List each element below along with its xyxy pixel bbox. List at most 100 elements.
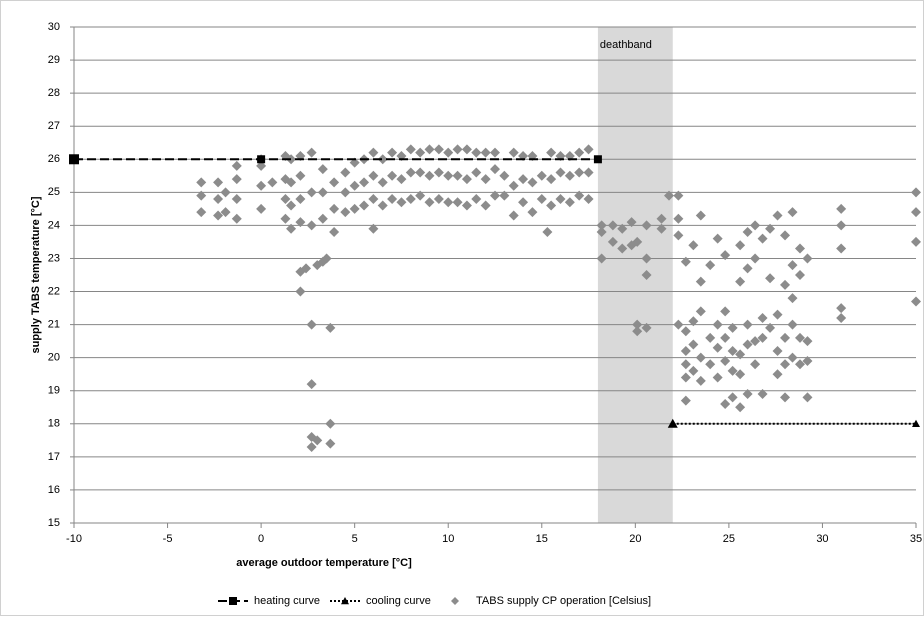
marker	[213, 193, 224, 204]
marker	[452, 170, 463, 181]
marker	[794, 243, 805, 254]
marker	[377, 200, 388, 211]
legend-label: heating curve	[254, 595, 320, 607]
marker	[306, 220, 317, 231]
marker	[787, 260, 798, 271]
marker	[368, 147, 379, 158]
y-tick-label: 29	[48, 54, 60, 66]
marker	[312, 435, 323, 446]
marker	[705, 359, 716, 370]
marker	[912, 419, 920, 427]
y-tick-label: 16	[48, 484, 60, 496]
marker	[424, 144, 435, 155]
marker	[424, 170, 435, 181]
band-label: deathband	[600, 39, 652, 51]
marker	[461, 200, 472, 211]
marker	[256, 180, 267, 191]
marker	[306, 441, 317, 452]
marker	[295, 286, 306, 297]
y-tick-label: 21	[48, 319, 60, 331]
marker	[536, 170, 547, 181]
marker	[267, 177, 278, 188]
marker	[802, 392, 813, 403]
marker	[546, 200, 557, 211]
y-tick-label: 25	[48, 186, 60, 198]
marker	[632, 236, 643, 247]
marker	[772, 210, 783, 221]
marker	[742, 263, 753, 274]
y-tick-label: 24	[48, 219, 60, 231]
marker	[794, 332, 805, 343]
marker	[306, 147, 317, 158]
x-tick-label: 0	[258, 533, 264, 545]
marker	[695, 276, 706, 287]
marker	[329, 177, 340, 188]
marker	[301, 263, 312, 274]
marker	[452, 197, 463, 208]
marker	[508, 210, 519, 221]
marker	[480, 174, 491, 185]
marker	[499, 170, 510, 181]
marker	[780, 359, 791, 370]
marker	[836, 312, 847, 323]
marker	[757, 312, 768, 323]
marker	[720, 332, 731, 343]
marker	[802, 253, 813, 264]
marker	[415, 167, 426, 178]
marker	[607, 220, 618, 231]
marker	[836, 303, 847, 314]
legend-label: TABS supply CP operation [Celsius]	[476, 595, 651, 607]
marker	[564, 170, 575, 181]
marker	[750, 253, 761, 264]
marker	[368, 223, 379, 234]
marker	[794, 270, 805, 280]
x-tick-label: 15	[536, 533, 548, 545]
marker	[680, 256, 691, 267]
x-tick-label: 10	[442, 533, 454, 545]
marker	[765, 273, 776, 284]
marker	[325, 322, 336, 333]
y-tick-label: 17	[48, 451, 60, 463]
marker	[794, 359, 805, 370]
marker	[772, 369, 783, 380]
legend-marker	[229, 597, 237, 605]
marker	[596, 220, 607, 231]
marker	[695, 306, 706, 317]
marker	[673, 213, 684, 224]
marker	[742, 339, 753, 350]
marker	[787, 293, 798, 304]
marker	[471, 167, 482, 178]
marker	[757, 389, 768, 400]
marker	[780, 392, 791, 403]
marker	[231, 193, 242, 204]
marker	[632, 326, 643, 337]
y-tick-label: 15	[48, 517, 60, 529]
y-axis-title: supply TABS temperature [°C]	[30, 196, 42, 353]
marker	[593, 155, 602, 164]
marker	[452, 144, 463, 155]
marker	[780, 230, 791, 241]
marker	[742, 389, 753, 400]
marker	[836, 220, 847, 231]
marker	[757, 233, 768, 244]
marker	[396, 174, 407, 185]
marker	[772, 346, 783, 357]
marker	[911, 187, 921, 198]
marker	[405, 144, 416, 155]
marker	[196, 190, 207, 201]
marker	[688, 339, 699, 350]
marker	[286, 154, 297, 165]
marker	[329, 203, 340, 214]
marker	[680, 346, 691, 357]
marker	[583, 144, 594, 155]
marker	[213, 177, 224, 188]
marker	[735, 402, 746, 413]
marker	[256, 203, 267, 214]
marker	[772, 309, 783, 320]
marker	[712, 372, 723, 383]
marker	[750, 359, 761, 370]
marker	[295, 217, 306, 228]
marker	[329, 227, 340, 238]
marker	[667, 418, 678, 428]
